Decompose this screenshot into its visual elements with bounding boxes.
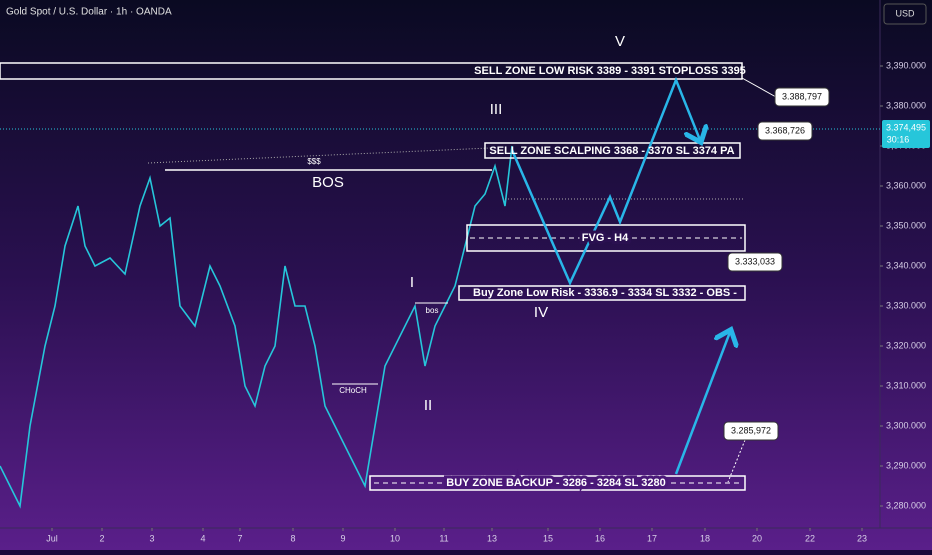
callout	[723, 421, 779, 441]
choch-label: CHoCH	[339, 386, 367, 395]
bos-label: bos	[426, 306, 439, 315]
sell-zone-box	[0, 62, 743, 80]
price-tag	[882, 120, 930, 148]
y-tick-label: 3,390.000	[886, 60, 926, 70]
callout-text: 3.285,972	[731, 425, 771, 435]
liquidity-label: $$$	[307, 157, 321, 166]
x-tick-label: 22	[805, 533, 815, 543]
wave-label: II	[424, 397, 432, 414]
wave-label: V	[615, 33, 625, 50]
countdown: 30:16	[887, 134, 910, 144]
projection-path	[510, 76, 700, 287]
x-tick-label: 13	[487, 533, 497, 543]
x-tick-label: 7	[237, 533, 242, 543]
backup-zone-box	[369, 475, 746, 491]
price-line-series	[0, 145, 513, 509]
chart-title: Gold Spot / U.S. Dollar · 1h · OANDA	[6, 7, 172, 18]
y-tick-label: 3,350.000	[886, 220, 926, 230]
scalp-zone-box	[484, 142, 741, 159]
x-tick-label: 16	[595, 533, 605, 543]
zone-label: SELL ZONE LOW RISK 3389 - 3391 STOPLOSS …	[474, 65, 746, 77]
callout	[757, 121, 813, 141]
x-tick-label: 9	[340, 533, 345, 543]
x-tick-label: 20	[752, 533, 762, 543]
x-tick-label: 18	[700, 533, 710, 543]
y-tick-label: 3,290.000	[886, 460, 926, 470]
y-tick-label: 3,320.000	[886, 340, 926, 350]
y-tick-label: 3,360.000	[886, 180, 926, 190]
plot: 3,280.000 3,290.000 3,300.000 3,310.000 3,32…	[0, 60, 926, 543]
callout-text: 3.333,033	[735, 256, 775, 266]
zone-label: Buy Zone Low Risk - 3336.9 - 3334 SL 333…	[473, 287, 737, 299]
y-tick-label: 3,380.000	[886, 100, 926, 110]
x-tick-label: 4	[200, 533, 205, 543]
bos-label: BOS	[312, 174, 344, 191]
buy-zone-box	[458, 285, 746, 301]
y-tick-label: 3,300.000	[886, 420, 926, 430]
wave-label: IV	[534, 304, 548, 321]
wave-label: I	[410, 274, 414, 291]
callout-text: 3.388,797	[782, 91, 822, 101]
wave-label: III	[490, 101, 503, 118]
liquidity-line	[147, 147, 491, 164]
callout-line	[727, 439, 746, 483]
projection-arrow	[674, 332, 730, 475]
x-tick-label: 2	[99, 533, 104, 543]
currency: USD	[895, 8, 915, 18]
callout-text: 3.368,726	[765, 125, 805, 135]
price-tag-text: 3.374,495	[886, 122, 926, 132]
x-tick-label: 8	[290, 533, 295, 543]
callout	[774, 87, 830, 107]
fvg-box	[466, 224, 746, 252]
x-tick-label: 11	[439, 533, 448, 543]
zone-label: FVG - H4	[582, 232, 629, 244]
y-tick-label: 3,280.000	[886, 500, 926, 510]
y-tick-label: 3,310.000	[886, 380, 926, 390]
zone-label: BUY ZONE BACKUP - 3286 - 3284 SL 3280	[446, 477, 665, 489]
x-tick-label: Jul	[46, 533, 58, 543]
x-tick-label: 23	[857, 533, 867, 543]
x-tick-label: 10	[390, 533, 400, 543]
callout-line	[741, 77, 777, 98]
zone-label: SELL ZONE SCALPING 3368 - 3370 SL 3374 P…	[489, 145, 734, 157]
y-tick-label: 3,340.000	[886, 260, 926, 270]
y-tick-label: 3,330.000	[886, 300, 926, 310]
currency-button[interactable]	[883, 3, 927, 25]
x-tick-label: 15	[543, 533, 553, 543]
callout	[727, 252, 783, 272]
x-tick-label: 3	[149, 533, 154, 543]
x-tick-label: 17	[647, 533, 657, 543]
